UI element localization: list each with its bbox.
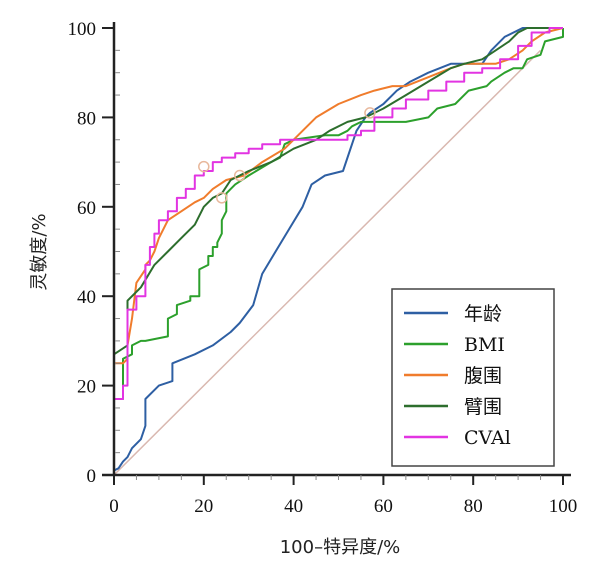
- legend-label: BMI: [464, 334, 505, 356]
- legend-item: BMI: [404, 334, 505, 356]
- legend-label: 臂围: [464, 396, 502, 418]
- legend-label: 年龄: [464, 303, 502, 325]
- cutoff-marker-1: [198, 160, 210, 173]
- legend-item: 臂围: [404, 396, 502, 418]
- y-tick-label: 100: [68, 19, 97, 40]
- x-tick-label: 20: [194, 496, 213, 517]
- series-line-4: [113, 27, 563, 475]
- x-tick-label: 0: [109, 496, 119, 517]
- marker-layer: [198, 107, 376, 204]
- legend-label: 腹围: [464, 365, 502, 387]
- legend-item: CVAl: [404, 427, 511, 449]
- legend-item: 年龄: [404, 303, 502, 325]
- x-tick-label: 80: [464, 496, 483, 517]
- ticks-layer: 0 20 40 60 80 100 0 20 40 60 80 100: [68, 19, 578, 517]
- cutoff-marker-2: [233, 169, 246, 182]
- series-line-5: [113, 27, 563, 475]
- y-tick-label: 80: [77, 108, 96, 129]
- reference-diagonal-line: [113, 49, 542, 476]
- series-line-1: [113, 27, 563, 472]
- y-tick-label: 0: [87, 466, 97, 487]
- y-tick-label: 40: [77, 287, 96, 308]
- x-tick-label: 100: [549, 496, 578, 517]
- x-tick-label: 60: [374, 496, 393, 517]
- reference-layer: [113, 49, 542, 476]
- legend-item: 腹围: [404, 365, 502, 387]
- series-line-2: [113, 28, 564, 475]
- y-tick-label: 60: [77, 198, 96, 219]
- legend-label: CVAl: [464, 427, 511, 449]
- x-tick-label: 40: [284, 496, 303, 517]
- cutoff-marker-3: [216, 192, 228, 204]
- axes-layer: [102, 22, 571, 477]
- x-axis-title: 100–特异度/%: [280, 537, 401, 558]
- y-tick-label: 20: [77, 377, 96, 398]
- cutoff-marker-4: [364, 107, 376, 119]
- y-axis-title: 灵敏度/%: [29, 213, 50, 290]
- series-layer: [113, 27, 564, 475]
